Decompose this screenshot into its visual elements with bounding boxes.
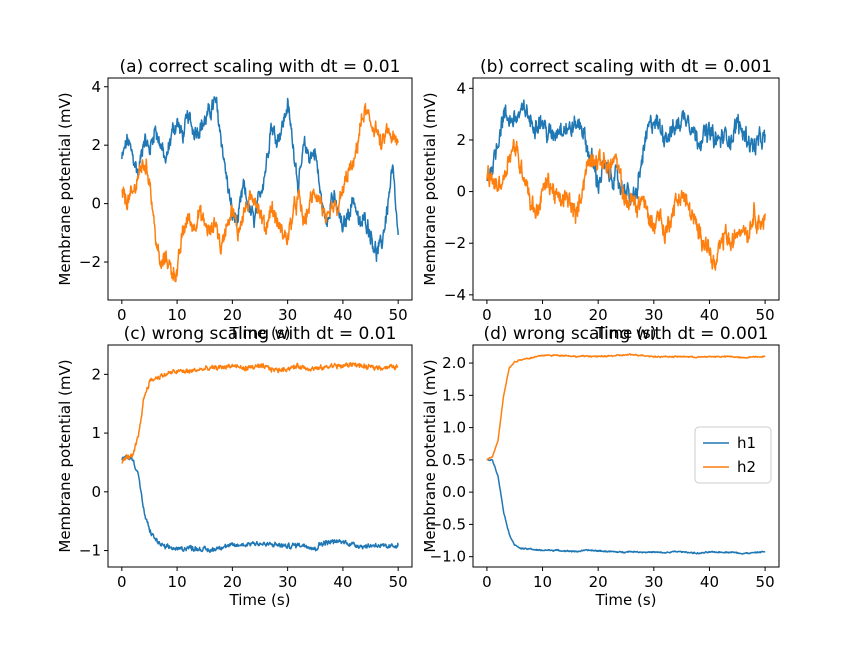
x-tick-label: 50 [756, 573, 775, 591]
x-tick-label: 40 [333, 306, 352, 324]
axes-frame [107, 344, 413, 568]
y-axis-label: Membrane potential (mV) [421, 92, 439, 285]
series-line-h2 [486, 138, 766, 271]
y-tick-label: 0.5 [442, 451, 466, 469]
y-tick-label: 2.0 [442, 354, 466, 372]
y-tick-label: 1 [91, 424, 101, 442]
series-group [121, 96, 399, 283]
y-tick-label: 1.0 [442, 419, 466, 437]
y-tick-label: 1.5 [442, 386, 466, 404]
y-tick-label: 0 [91, 195, 101, 213]
x-axis-label: Time (s) [595, 591, 657, 609]
y-tick-label: 0 [456, 183, 466, 201]
y-tick-label: −4 [444, 286, 466, 304]
y-tick-label: 2 [456, 131, 466, 149]
legend-label-h1: h1 [737, 434, 756, 452]
x-tick-label: 20 [589, 306, 608, 324]
y-tick-label: −2 [444, 234, 466, 252]
y-tick-label: 2 [91, 365, 101, 383]
x-tick-label: 20 [589, 573, 608, 591]
axes-frame [472, 77, 780, 301]
panel-title: (a) correct scaling with dt = 0.01 [120, 57, 401, 77]
x-tick-label: 30 [278, 306, 297, 324]
x-axis-label: Time (s) [595, 324, 657, 342]
subplot-4: 0 10 20 30 40 50 −1.0 −0.5 0.0 0.5 1.0 1.5 2.0 Time (… [421, 324, 780, 609]
series-group [486, 99, 766, 271]
x-axis-label: Time (s) [229, 324, 291, 342]
x-tick-label: 50 [756, 306, 775, 324]
x-tick-label: 10 [168, 573, 187, 591]
y-tick-label: 2 [91, 136, 101, 154]
x-tick-label: 30 [644, 573, 663, 591]
x-tick-label: 10 [533, 573, 552, 591]
x-tick-label: 40 [700, 306, 719, 324]
y-tick-label: 4 [456, 79, 466, 97]
legend-box [694, 426, 772, 484]
x-tick-label: 20 [223, 573, 242, 591]
x-tick-label: 20 [223, 306, 242, 324]
series-line-h1 [121, 454, 399, 554]
series-line-h1 [486, 99, 766, 206]
y-tick-label: 0.0 [442, 483, 466, 501]
series-group [121, 362, 399, 554]
x-tick-label: 0 [117, 573, 127, 591]
x-tick-label: 30 [278, 573, 297, 591]
panel-title: (c) wrong scaling with dt = 0.01 [124, 324, 397, 344]
subplot-1: 0 10 20 30 40 50 −2 0 2 4 Time (s) Membrane potenti… [56, 57, 413, 342]
x-tick-label: 0 [482, 306, 492, 324]
axes-frame [472, 344, 780, 568]
y-tick-label: 0 [91, 483, 101, 501]
panel-title: (b) correct scaling with dt = 0.001 [480, 57, 772, 77]
x-tick-label: 0 [117, 306, 127, 324]
subplot-2: 0 10 20 30 40 50 −4 −2 0 2 4 Time (s) Membrane poten… [421, 57, 780, 342]
series-line-h1 [121, 96, 399, 263]
x-tick-label: 50 [389, 573, 408, 591]
panel-title: (d) wrong scaling with dt = 0.001 [483, 324, 768, 344]
series-line-h1 [486, 458, 766, 555]
x-tick-label: 50 [389, 306, 408, 324]
x-tick-label: 40 [700, 573, 719, 591]
y-tick-label: −2 [79, 253, 101, 271]
x-tick-label: 30 [644, 306, 663, 324]
series-line-h2 [121, 362, 399, 464]
y-tick-label: −1 [79, 542, 101, 560]
x-tick-label: 10 [533, 306, 552, 324]
series-line-h2 [121, 102, 399, 283]
x-tick-label: 40 [333, 573, 352, 591]
axes-frame [107, 77, 413, 301]
y-tick-label: −0.5 [430, 515, 466, 533]
y-tick-label: −1.0 [430, 548, 466, 566]
series-group [486, 353, 766, 555]
legend-label-h2: h2 [737, 458, 756, 476]
y-axis-label: Membrane potential (mV) [421, 359, 439, 552]
subplot-3: 0 10 20 30 40 50 −1 0 1 2 Time (s) Membrane potenti… [56, 324, 413, 609]
y-axis-label: Membrane potential (mV) [56, 92, 74, 285]
x-tick-label: 0 [482, 573, 492, 591]
y-tick-label: 4 [91, 78, 101, 96]
x-axis-label: Time (s) [229, 591, 291, 609]
y-axis-label: Membrane potential (mV) [56, 359, 74, 552]
x-tick-label: 10 [168, 306, 187, 324]
series-line-h2 [486, 353, 766, 461]
